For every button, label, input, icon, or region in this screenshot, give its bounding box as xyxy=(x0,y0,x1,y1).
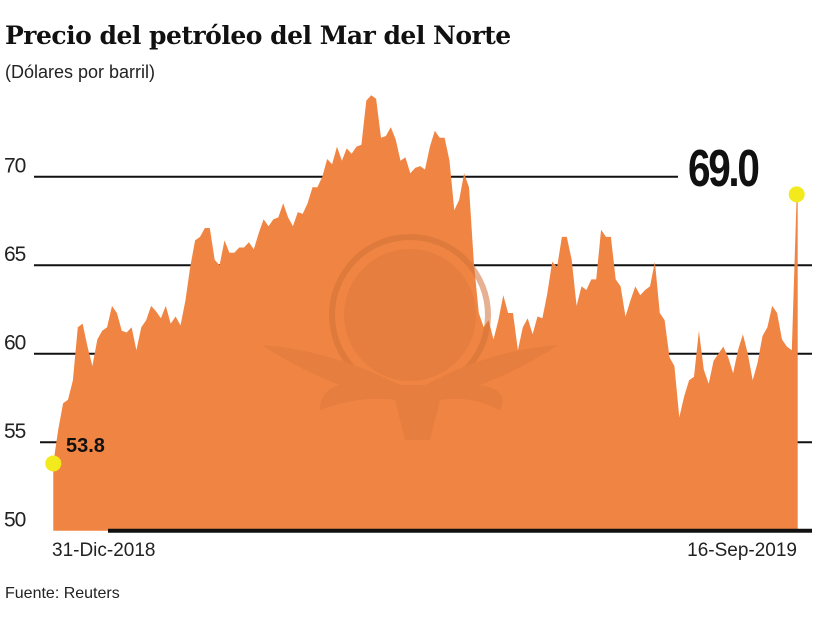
start-value-label: 53.8 xyxy=(66,435,105,457)
y-tick-label: 70 xyxy=(4,155,26,178)
end-marker xyxy=(788,186,805,203)
x-tick-start: 31-Dic-2018 xyxy=(52,540,156,561)
chart-subtitle: (Dólares por barril) xyxy=(5,62,155,82)
y-tick-label: 55 xyxy=(4,420,26,443)
y-tick-labels: 50 55 60 65 70 xyxy=(4,155,27,532)
source-note: Fuente: Reuters xyxy=(5,585,120,602)
y-tick-label: 65 xyxy=(4,243,26,266)
x-tick-end: 16-Sep-2019 xyxy=(687,540,797,561)
end-value-label: 69.0 xyxy=(688,139,759,197)
y-tick-label: 60 xyxy=(4,332,26,355)
y-tick-label: 50 xyxy=(4,509,26,532)
start-marker xyxy=(45,455,62,472)
chart-title: Precio del petróleo del Mar del Norte xyxy=(5,21,511,50)
watermark-logo xyxy=(262,234,558,440)
